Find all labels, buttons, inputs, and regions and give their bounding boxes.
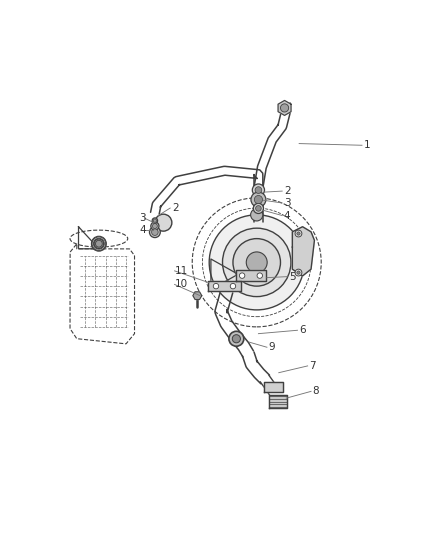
Circle shape [213,284,219,289]
Text: 8: 8 [313,386,319,397]
Circle shape [155,214,172,231]
Circle shape [253,203,264,214]
Text: 2: 2 [284,186,290,196]
Circle shape [257,273,262,278]
Text: 6: 6 [299,325,306,335]
Circle shape [152,218,158,223]
Polygon shape [236,270,266,281]
Text: 11: 11 [175,266,188,276]
Circle shape [240,273,245,278]
Text: 3: 3 [140,213,146,223]
Polygon shape [208,281,240,291]
Circle shape [151,222,159,230]
Polygon shape [293,227,314,276]
Text: 4: 4 [140,225,146,235]
Circle shape [297,271,300,274]
Text: 4: 4 [284,211,290,221]
Circle shape [254,196,262,204]
Circle shape [251,209,263,221]
Circle shape [230,284,236,289]
Text: 7: 7 [309,361,316,371]
Circle shape [209,215,304,310]
Circle shape [295,269,302,276]
Circle shape [252,184,265,196]
Circle shape [256,206,261,211]
Polygon shape [278,100,291,115]
Text: 10: 10 [175,279,188,289]
Circle shape [255,187,262,193]
Circle shape [280,104,289,112]
Text: 2: 2 [172,203,179,213]
Circle shape [297,232,300,235]
Circle shape [94,239,104,248]
Text: 5: 5 [289,272,296,281]
Text: 3: 3 [284,198,290,208]
Circle shape [251,192,266,207]
Circle shape [223,228,291,296]
Polygon shape [269,395,287,408]
Circle shape [232,335,240,343]
Polygon shape [264,382,283,392]
Circle shape [152,229,158,236]
Circle shape [149,227,160,238]
Polygon shape [193,292,202,300]
Circle shape [153,219,156,222]
Circle shape [152,224,157,229]
Text: 9: 9 [268,342,275,352]
Text: 1: 1 [364,140,370,150]
Circle shape [92,236,106,251]
Circle shape [229,332,244,346]
Circle shape [233,239,280,286]
Circle shape [246,252,267,273]
Circle shape [295,230,302,237]
